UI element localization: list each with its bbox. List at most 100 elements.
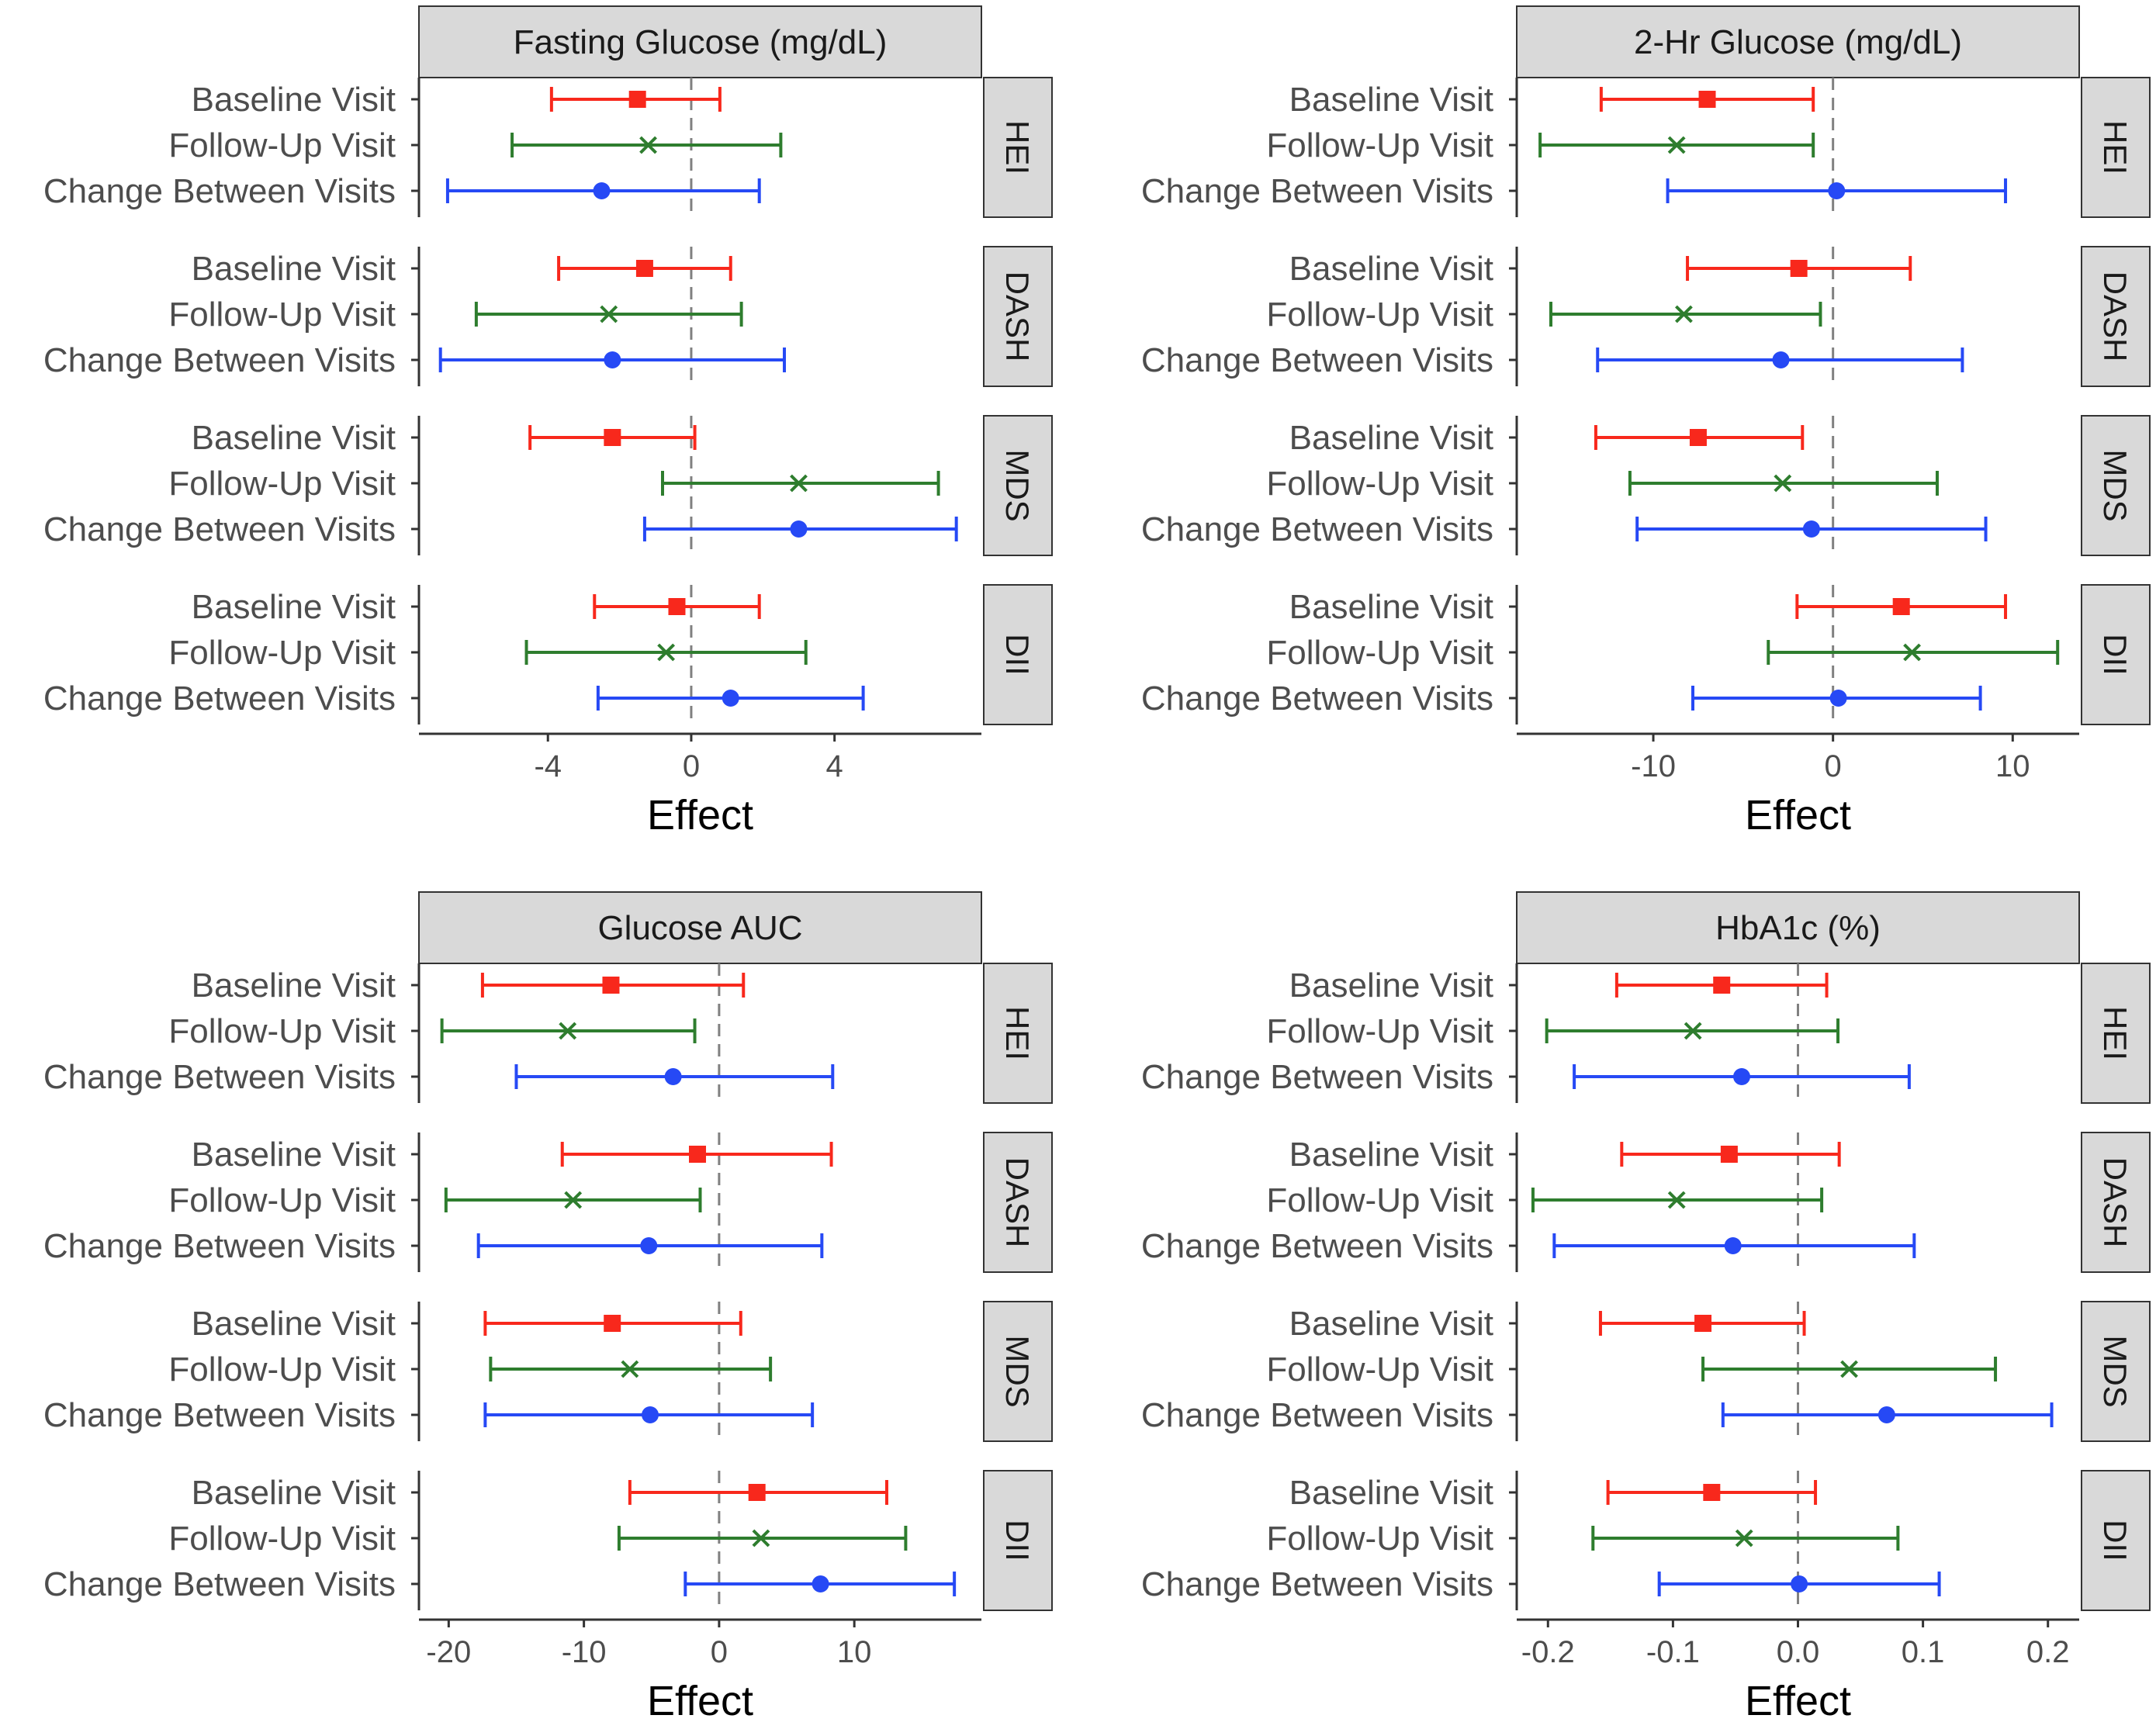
facet-strip bbox=[983, 246, 1053, 387]
estimate-cross bbox=[790, 474, 808, 493]
panel-title: 2-Hr Glucose (mg/dL) bbox=[1634, 23, 1962, 61]
row-followup: Follow-Up Visit bbox=[168, 634, 808, 672]
estimate-circle bbox=[1877, 1406, 1895, 1423]
estimate-square bbox=[689, 1146, 707, 1163]
row-change: Change Between Visits bbox=[1141, 1227, 1916, 1265]
x-tick-label: -0.2 bbox=[1521, 1635, 1575, 1669]
row-baseline: Baseline Visit bbox=[1289, 1136, 1841, 1174]
estimate-square bbox=[604, 1315, 621, 1332]
row-label: Baseline Visit bbox=[1289, 1136, 1493, 1174]
x-axis-title: Effect bbox=[647, 792, 753, 839]
row-label: Follow-Up Visit bbox=[168, 634, 396, 672]
row-label: Change Between Visits bbox=[1141, 1227, 1493, 1265]
estimate-square bbox=[604, 429, 621, 446]
estimate-circle bbox=[593, 182, 611, 199]
row-change: Change Between Visits bbox=[1141, 679, 1982, 718]
row-baseline: Baseline Visit bbox=[192, 1474, 889, 1512]
facet-mds: MDS Baseline Visit Follow-Up Visit Change B… bbox=[1141, 1301, 2151, 1442]
row-label: Follow-Up Visit bbox=[1266, 1012, 1493, 1050]
panel-4: HbA1c (%) HEI Baseline Visit Follow-Up Visi… bbox=[1141, 891, 2151, 1724]
row-change: Change Between Visits bbox=[43, 1227, 824, 1265]
facet-label: HEI bbox=[2097, 1006, 2134, 1060]
estimate-square bbox=[1790, 260, 1808, 277]
facet-strip bbox=[2081, 584, 2151, 725]
row-label: Change Between Visits bbox=[1141, 1058, 1493, 1096]
facet-label: DII bbox=[999, 1520, 1036, 1561]
row-followup: Follow-Up Visit bbox=[1266, 634, 2060, 672]
facet-label: DASH bbox=[2097, 1157, 2134, 1248]
x-tick-label: -10 bbox=[1631, 749, 1676, 783]
row-label: Baseline Visit bbox=[1289, 250, 1493, 288]
estimate-circle bbox=[1733, 1068, 1750, 1085]
row-followup: Follow-Up Visit bbox=[168, 296, 743, 334]
facet-strip bbox=[2081, 963, 2151, 1104]
estimate-cross bbox=[1903, 643, 1921, 662]
facet-label: DII bbox=[999, 634, 1036, 676]
row-followup: Follow-Up Visit bbox=[168, 126, 783, 164]
row-label: Follow-Up Visit bbox=[1266, 126, 1493, 164]
row-label: Change Between Visits bbox=[1141, 1565, 1493, 1603]
facet-dii: DII Baseline Visit Follow-Up Visit Change B… bbox=[43, 584, 1053, 725]
row-label: Follow-Up Visit bbox=[1266, 634, 1493, 672]
facet-label: DASH bbox=[999, 271, 1036, 362]
row-change: Change Between Visits bbox=[43, 172, 761, 210]
row-followup: Follow-Up Visit bbox=[168, 1181, 702, 1219]
row-label: Change Between Visits bbox=[43, 1396, 396, 1434]
facet-label: DASH bbox=[999, 1157, 1036, 1248]
facet-hei: HEI Baseline Visit Follow-Up Visit Change B… bbox=[43, 77, 1053, 218]
facet-strip bbox=[983, 963, 1053, 1104]
facet-dii: DII Baseline Visit Follow-Up Visit Change B… bbox=[1141, 1470, 2151, 1611]
estimate-square bbox=[602, 977, 620, 994]
row-label: Follow-Up Visit bbox=[1266, 296, 1493, 334]
estimate-cross bbox=[559, 1022, 577, 1040]
row-label: Change Between Visits bbox=[1141, 1396, 1493, 1434]
facet-strip bbox=[2081, 1132, 2151, 1273]
row-label: Follow-Up Visit bbox=[1266, 1350, 1493, 1388]
row-label: Follow-Up Visit bbox=[1266, 465, 1493, 503]
x-axis-title: Effect bbox=[1745, 1678, 1851, 1724]
estimate-square bbox=[1703, 1484, 1721, 1501]
estimate-square bbox=[748, 1484, 766, 1501]
row-followup: Follow-Up Visit bbox=[1266, 1520, 1900, 1558]
row-label: Baseline Visit bbox=[1289, 967, 1493, 1005]
facet-label: HEI bbox=[999, 120, 1036, 175]
row-label: Follow-Up Visit bbox=[168, 126, 396, 164]
estimate-square bbox=[1698, 91, 1716, 108]
row-baseline: Baseline Visit bbox=[192, 419, 697, 457]
x-tick-label: -10 bbox=[562, 1635, 607, 1669]
title-strip bbox=[1516, 5, 2080, 78]
row-change: Change Between Visits bbox=[43, 1058, 835, 1096]
row-baseline: Baseline Visit bbox=[192, 250, 732, 288]
facet-strip bbox=[2081, 1470, 2151, 1611]
row-label: Follow-Up Visit bbox=[168, 465, 396, 503]
row-baseline: Baseline Visit bbox=[1289, 81, 1815, 119]
x-tick-label: 0 bbox=[683, 749, 700, 783]
facet-strip bbox=[983, 1301, 1053, 1442]
row-label: Baseline Visit bbox=[192, 588, 396, 626]
x-tick-label: 10 bbox=[837, 1635, 872, 1669]
x-tick-label: 0.0 bbox=[1777, 1635, 1820, 1669]
x-axis-title: Effect bbox=[647, 1678, 753, 1724]
estimate-cross bbox=[1840, 1360, 1858, 1378]
estimate-square bbox=[1720, 1146, 1738, 1163]
row-label: Baseline Visit bbox=[192, 1305, 396, 1343]
row-label: Baseline Visit bbox=[1289, 1305, 1493, 1343]
facet-label: HEI bbox=[2097, 120, 2134, 175]
panel-1: Fasting Glucose (mg/dL) HEI Baseline Visit… bbox=[43, 5, 1053, 839]
estimate-circle bbox=[1828, 182, 1846, 199]
row-baseline: Baseline Visit bbox=[1289, 967, 1829, 1005]
estimate-cross bbox=[564, 1191, 583, 1209]
row-label: Change Between Visits bbox=[43, 1058, 396, 1096]
estimate-circle bbox=[790, 520, 808, 538]
row-baseline: Baseline Visit bbox=[1289, 1474, 1818, 1512]
facet-label: DASH bbox=[2097, 271, 2134, 362]
facet-strip bbox=[983, 584, 1053, 725]
estimate-circle bbox=[1802, 520, 1820, 538]
row-followup: Follow-Up Visit bbox=[1266, 1350, 1998, 1388]
row-change: Change Between Visits bbox=[43, 1565, 957, 1603]
estimate-circle bbox=[604, 351, 621, 368]
row-label: Baseline Visit bbox=[1289, 1474, 1493, 1512]
row-change: Change Between Visits bbox=[43, 1396, 815, 1434]
title-strip bbox=[418, 5, 982, 78]
